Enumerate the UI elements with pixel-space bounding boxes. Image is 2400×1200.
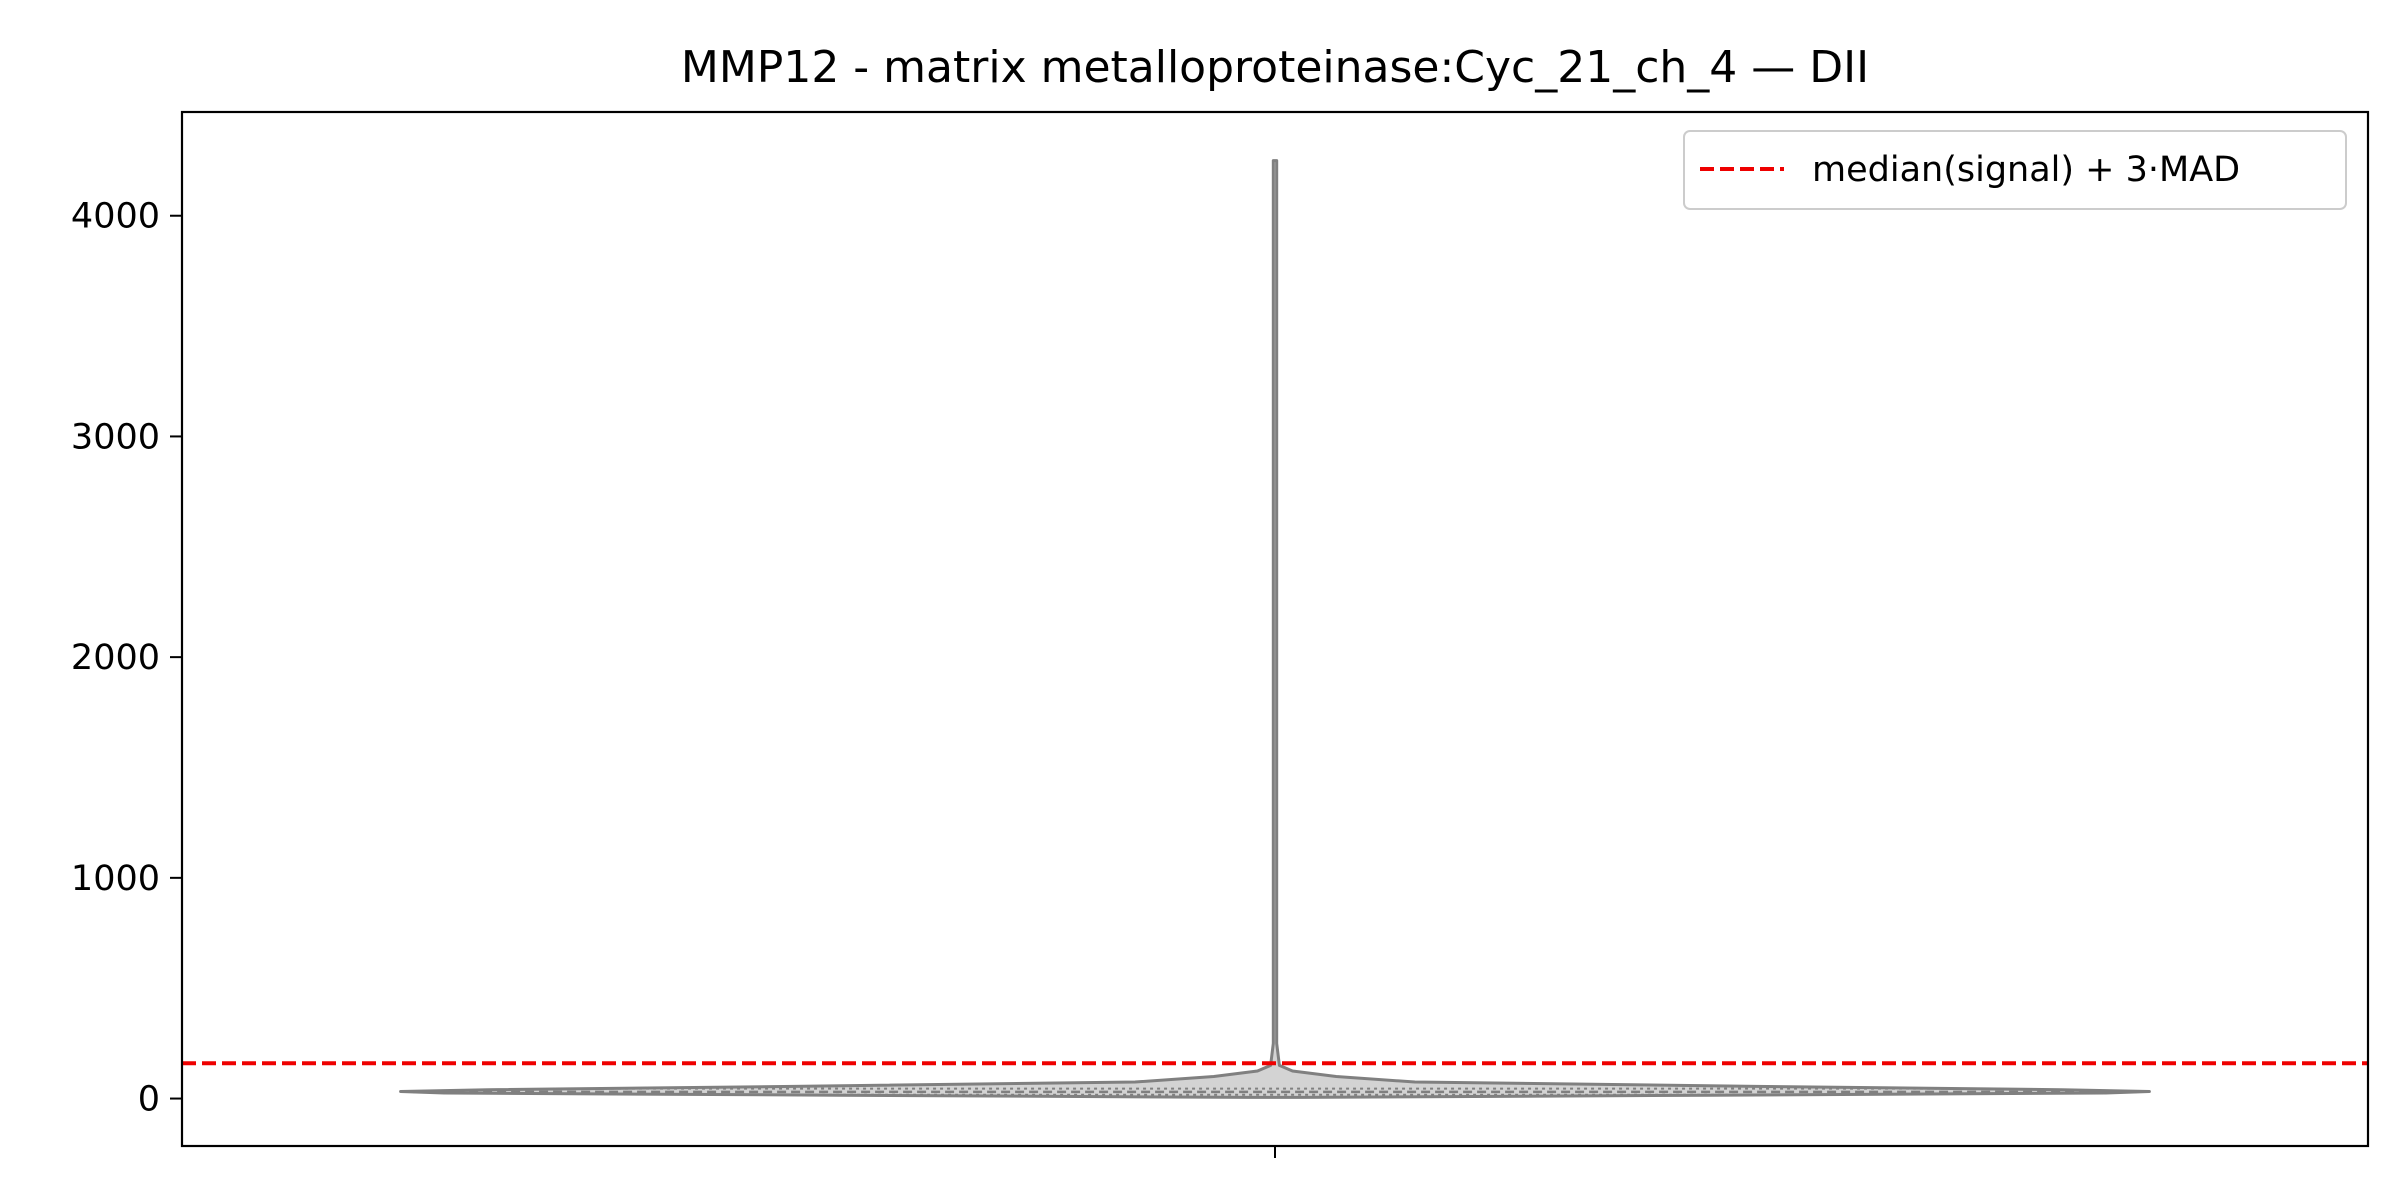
y-axis: 0 1000 2000 3000 4000 <box>71 197 182 1120</box>
y-tick-label: 3000 <box>71 417 160 457</box>
legend-box <box>1683 130 2347 210</box>
violin-body <box>399 159 2151 1099</box>
legend-label-threshold: median(signal) + 3·MAD <box>1812 150 2240 190</box>
y-tick-label: 0 <box>138 1080 160 1120</box>
plot-frame <box>180 110 2370 1148</box>
chart-title: MMP12 - matrix metalloproteinase:Cyc_21_… <box>681 42 1869 93</box>
violin-series <box>399 159 2151 1099</box>
y-tick-label: 1000 <box>71 859 160 899</box>
y-tick-label: 2000 <box>71 638 160 678</box>
legend: median(signal) + 3·MAD <box>1683 130 2347 210</box>
y-tick-label: 4000 <box>71 197 160 237</box>
